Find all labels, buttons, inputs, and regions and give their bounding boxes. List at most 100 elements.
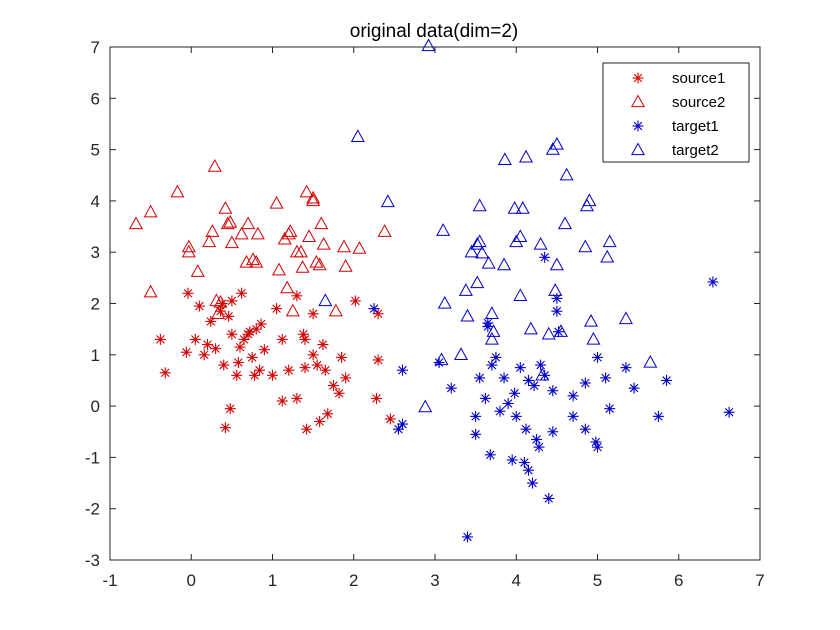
source1-point bbox=[189, 333, 201, 345]
source2-point bbox=[312, 257, 327, 271]
target2-point bbox=[533, 236, 548, 250]
source2-point bbox=[314, 216, 329, 230]
target1-point bbox=[567, 390, 579, 402]
target2-point bbox=[475, 245, 490, 259]
source2-point bbox=[283, 224, 298, 237]
target1-point bbox=[547, 385, 559, 397]
series-source2 bbox=[128, 158, 392, 319]
y-tick-label: -2 bbox=[85, 500, 100, 519]
chart-title: original data(dim=2) bbox=[350, 21, 518, 42]
legend-marker-target1 bbox=[632, 120, 644, 132]
source1-point bbox=[254, 364, 265, 376]
source2-point bbox=[181, 239, 196, 253]
source1-point bbox=[238, 333, 250, 345]
source2-point bbox=[299, 184, 314, 198]
source2-point bbox=[306, 190, 321, 204]
legend-box bbox=[602, 62, 750, 163]
target2-point bbox=[380, 194, 395, 208]
source1-point bbox=[299, 333, 311, 345]
target1-point bbox=[535, 359, 547, 371]
source2-point bbox=[190, 264, 205, 277]
source2-point bbox=[143, 204, 158, 218]
target2-point bbox=[481, 255, 496, 269]
target2-point bbox=[418, 399, 433, 413]
source2-point bbox=[316, 236, 331, 250]
source1-point bbox=[180, 346, 192, 358]
target2-point bbox=[549, 136, 564, 150]
source2-point bbox=[218, 201, 233, 214]
x-tick-label: 2 bbox=[349, 571, 358, 590]
x-tick-label: 7 bbox=[755, 571, 764, 590]
source1-point bbox=[226, 328, 238, 340]
source1-point bbox=[314, 415, 326, 427]
source2-point bbox=[220, 216, 235, 230]
target1-point bbox=[368, 303, 380, 315]
source1-point bbox=[319, 364, 331, 376]
source1-point bbox=[322, 408, 334, 420]
source1-point bbox=[327, 380, 339, 392]
target2-point bbox=[497, 152, 512, 166]
x-tick-label: 6 bbox=[674, 571, 683, 590]
target1-point bbox=[592, 441, 603, 453]
source2-point bbox=[377, 224, 392, 237]
target1-point bbox=[547, 426, 559, 438]
source1-point bbox=[276, 395, 288, 407]
source1-point bbox=[340, 372, 352, 384]
target2-point bbox=[497, 257, 512, 271]
source1-point bbox=[218, 359, 230, 371]
target1-point bbox=[502, 398, 514, 410]
data-points bbox=[128, 38, 735, 543]
target2-point bbox=[458, 283, 473, 296]
y-tick-label: 7 bbox=[91, 38, 100, 57]
target2-point bbox=[484, 331, 499, 345]
source2-point bbox=[269, 195, 284, 209]
target2-point bbox=[464, 244, 479, 258]
target2-point bbox=[318, 293, 333, 307]
source2-point bbox=[205, 224, 220, 237]
source1-point bbox=[224, 403, 236, 415]
source1-point bbox=[236, 287, 248, 299]
target1-point bbox=[592, 351, 603, 363]
target1-point bbox=[620, 362, 632, 374]
target1-point bbox=[474, 372, 486, 384]
target2-point bbox=[434, 352, 449, 366]
source1-point bbox=[299, 362, 311, 374]
target2-point bbox=[484, 306, 499, 319]
legend-label-source1: source1 bbox=[672, 70, 725, 87]
source1-point bbox=[317, 339, 329, 351]
target2-point bbox=[472, 234, 487, 248]
y-tick-label: -1 bbox=[85, 448, 100, 467]
target2-point bbox=[578, 239, 593, 253]
target2-point bbox=[600, 249, 615, 263]
source2-point bbox=[128, 216, 144, 230]
target2-point bbox=[515, 201, 530, 214]
target1-point bbox=[510, 410, 522, 422]
x-axis: -1 0 1 2 3 4 5 6 7 bbox=[102, 47, 765, 590]
y-tick-label: 2 bbox=[91, 295, 100, 314]
target1-point bbox=[567, 410, 579, 422]
source2-point bbox=[245, 252, 261, 266]
target2-point bbox=[436, 223, 451, 236]
target1-point bbox=[494, 405, 506, 417]
y-tick-label: 1 bbox=[91, 346, 100, 365]
source1-point bbox=[205, 315, 217, 327]
target1-point bbox=[604, 403, 616, 415]
source1-point bbox=[384, 413, 396, 425]
target1-point bbox=[543, 492, 555, 504]
target2-point bbox=[470, 236, 485, 250]
series-target1 bbox=[368, 251, 735, 543]
target1-point bbox=[397, 364, 408, 376]
source1-point bbox=[210, 343, 222, 355]
target1-point bbox=[522, 464, 534, 476]
target2-point bbox=[518, 149, 534, 163]
source1-point bbox=[372, 354, 384, 366]
target1-point bbox=[539, 251, 551, 263]
legend-label-source2: source2 bbox=[672, 94, 725, 111]
source2-point bbox=[336, 239, 352, 253]
source1-point bbox=[255, 318, 267, 330]
source1-point bbox=[193, 300, 205, 312]
source1-point bbox=[154, 333, 166, 345]
target1-point bbox=[520, 423, 532, 435]
legend-marker-target2 bbox=[630, 142, 646, 156]
